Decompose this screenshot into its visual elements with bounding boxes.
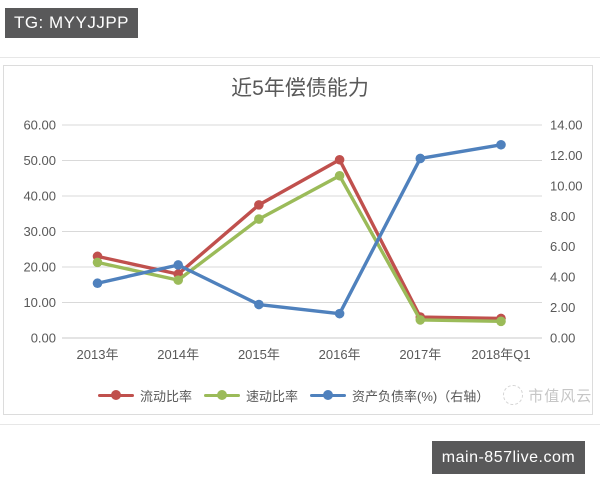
legend-marker-green <box>204 390 241 401</box>
legend-item-quick-ratio: 速动比率 <box>204 386 298 405</box>
legend-label: 速动比率 <box>246 388 299 404</box>
chart-container <box>3 65 593 415</box>
legend-marker-red <box>98 390 134 401</box>
chart-title: 近5年偿债能力 <box>231 77 369 100</box>
site-url-badge: main-857live.com <box>432 441 585 474</box>
legend-marker-blue <box>310 390 347 401</box>
watermark-logo-icon <box>503 385 524 405</box>
site-watermark: 市值风云 <box>503 385 592 406</box>
chart-legend: 流动比率 速动比率 资产负债率(%)（右轴） 市值风云 <box>3 383 594 407</box>
divider-bottom <box>0 424 600 425</box>
divider-top <box>0 57 600 58</box>
legend-label: 流动比率 <box>140 388 193 404</box>
legend-label: 资产负债率(%)（右轴） <box>352 388 490 404</box>
legend-item-debt-ratio: 资产负债率(%)（右轴） <box>310 386 489 405</box>
watermark-text: 市值风云 <box>528 387 593 405</box>
legend-item-current-ratio: 流动比率 <box>98 386 192 405</box>
telegram-watermark-badge: TG: MYYJJPP <box>5 8 138 38</box>
